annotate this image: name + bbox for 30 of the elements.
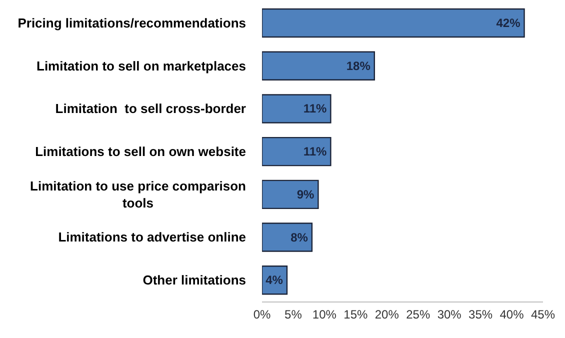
x-tick-label: 25% [406,308,430,322]
bar [262,222,313,252]
bar [262,8,525,38]
data-label: 11% [303,102,328,116]
x-tick-label: 20% [374,308,400,322]
x-tick-label: 35% [468,308,493,322]
bar [262,51,375,80]
data-label: 8% [290,230,308,244]
bar [262,94,332,124]
data-label: 9% [296,187,315,202]
bar [262,180,319,210]
data-label: 4% [266,273,284,288]
x-tick-label: 15% [344,308,368,322]
y-tick-label: Other limitations [142,272,246,288]
y-tick-label: Limitation to use price comparison tools [30,178,246,210]
x-tick-label: 10% [312,308,337,322]
y-tick-label: Pricing limitations/recommendations [18,15,246,30]
x-tick-label: 30% [437,308,462,322]
x-tick-label: 0% [253,308,271,322]
data-label: 11% [303,144,328,159]
x-tick-label: 45% [530,308,556,322]
y-tick-label: Limitations to advertise online [58,230,246,245]
y-tick-label: Limitation to sell on marketplaces [36,58,246,74]
x-tick-label: 5% [284,308,302,322]
data-label: 42% [496,16,521,30]
y-tick-label: Limitations to sell on own website [35,144,246,159]
x-tick-label: 40% [500,308,524,322]
y-tick-label: Limitation to sell cross-border [55,101,246,116]
data-label: 18% [346,58,371,73]
bar [262,136,332,166]
